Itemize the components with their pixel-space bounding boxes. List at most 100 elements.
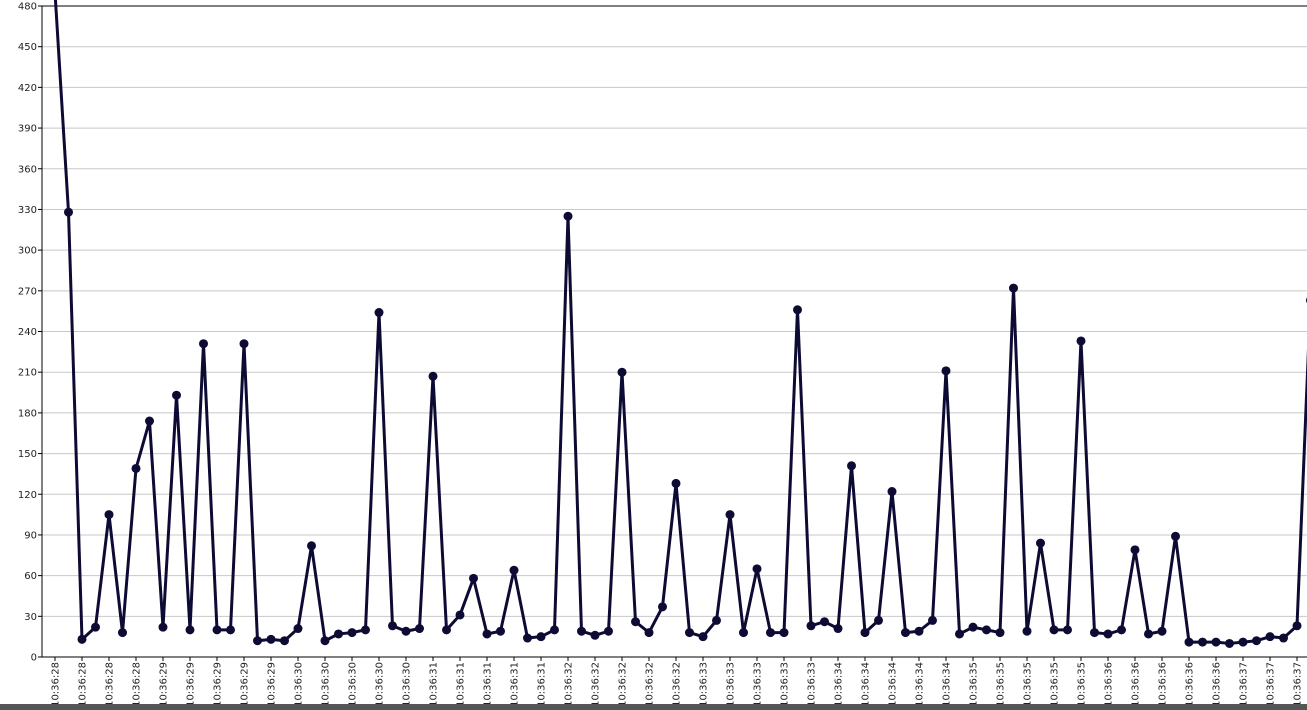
data-point <box>361 625 370 635</box>
x-tick-label: 10:36:31 <box>429 662 440 704</box>
y-tick-label: 300 <box>18 246 37 257</box>
x-tick-label: 10:36:31 <box>483 662 494 704</box>
data-point <box>64 207 73 217</box>
x-tick-label: 10:36:30 <box>348 662 359 704</box>
x-tick-label: 10:36:33 <box>807 662 818 704</box>
y-tick-label: 420 <box>18 83 37 94</box>
data-point <box>1022 626 1032 636</box>
x-tick-label: 10:36:33 <box>699 662 710 704</box>
data-point <box>1265 632 1275 642</box>
x-tick-label: 10:36:29 <box>213 662 224 704</box>
x-tick-label: 10:36:29 <box>159 662 170 704</box>
data-point <box>806 621 816 631</box>
data-point <box>793 305 802 315</box>
data-point <box>644 628 654 638</box>
data-point <box>631 617 640 627</box>
data-point <box>968 622 978 632</box>
x-tick-label: 10:36:36 <box>1158 662 1169 704</box>
x-tick-label: 10:36:36 <box>1131 662 1142 704</box>
x-tick-label: 10:36:34 <box>942 662 953 704</box>
data-point <box>523 633 532 643</box>
x-tick-label: 10:36:30 <box>375 662 386 704</box>
y-tick-label: 480 <box>18 2 37 13</box>
x-tick-label: 10:36:28 <box>132 662 143 704</box>
data-point <box>199 339 208 349</box>
x-tick-label: 10:36:31 <box>456 662 467 704</box>
x-tick-label: 10:36:33 <box>753 662 764 704</box>
y-tick-label: 30 <box>24 612 37 623</box>
data-point <box>185 625 195 635</box>
data-point <box>320 636 330 646</box>
data-point <box>563 211 573 221</box>
y-tick-label: 390 <box>18 124 37 135</box>
data-point <box>1076 336 1086 346</box>
data-point <box>577 626 586 636</box>
y-tick-label: 0 <box>31 653 37 664</box>
data-point <box>455 610 465 620</box>
data-point <box>766 628 775 638</box>
plot-area <box>53 0 1307 648</box>
data-point <box>712 615 721 625</box>
data-point <box>1090 628 1099 638</box>
data-point <box>77 634 87 644</box>
y-tick-label: 210 <box>18 368 37 379</box>
data-point <box>833 624 843 634</box>
x-tick-label: 10:36:32 <box>672 662 683 704</box>
data-point <box>280 636 289 646</box>
y-tick-label: 240 <box>18 327 37 338</box>
x-tick-label: 10:36:35 <box>1077 662 1088 704</box>
x-tick-label: 10:36:32 <box>645 662 656 704</box>
x-tick-label: 10:36:36 <box>1212 662 1223 704</box>
data-point <box>1130 545 1140 555</box>
data-point <box>1171 531 1180 541</box>
x-tick-label: 10:36:36 <box>1185 662 1196 704</box>
data-point <box>482 629 492 639</box>
data-point <box>1292 621 1302 631</box>
data-point <box>536 632 546 642</box>
data-point <box>1103 629 1113 639</box>
x-tick-label: 10:36:35 <box>1023 662 1034 704</box>
data-point <box>239 339 249 349</box>
x-tick-label: 10:36:29 <box>267 662 278 704</box>
x-tick-label: 10:36:34 <box>915 662 926 704</box>
x-tick-label: 10:36:29 <box>240 662 251 704</box>
data-point <box>698 632 708 642</box>
x-tick-label: 10:36:31 <box>537 662 548 704</box>
data-point <box>118 628 127 638</box>
x-tick-label: 10:36:32 <box>618 662 629 704</box>
data-point <box>1184 637 1194 647</box>
data-point <box>590 630 600 640</box>
data-point <box>874 615 883 625</box>
x-tick-label: 10:36:30 <box>402 662 413 704</box>
data-point <box>131 463 141 473</box>
bottom-bar <box>0 704 1307 710</box>
data-point <box>374 308 384 318</box>
data-point <box>941 366 951 376</box>
data-point <box>820 617 829 627</box>
x-tick-label: 10:36:32 <box>564 662 575 704</box>
data-point <box>1157 626 1167 636</box>
data-point <box>509 565 519 575</box>
data-point <box>995 628 1005 638</box>
data-point <box>172 390 181 400</box>
y-tick-label: 150 <box>18 449 37 460</box>
data-point <box>1063 625 1072 635</box>
data-point <box>617 367 627 377</box>
data-point <box>604 626 613 636</box>
data-point <box>212 625 222 635</box>
data-point <box>671 478 681 488</box>
x-tick-label: 10:36:28 <box>105 662 116 704</box>
data-point <box>1036 538 1045 548</box>
x-tick-label: 10:36:34 <box>888 662 899 704</box>
y-tick-label: 450 <box>18 42 37 53</box>
data-point <box>685 628 694 638</box>
x-tick-label: 10:36:31 <box>510 662 521 704</box>
data-point <box>401 626 411 636</box>
data-point <box>158 622 168 632</box>
data-point <box>415 624 424 634</box>
y-tick-label: 120 <box>18 490 37 501</box>
y-tick-label: 330 <box>18 205 37 216</box>
x-tick-label: 10:36:37 <box>1239 662 1250 704</box>
y-tick-label: 270 <box>18 286 37 297</box>
